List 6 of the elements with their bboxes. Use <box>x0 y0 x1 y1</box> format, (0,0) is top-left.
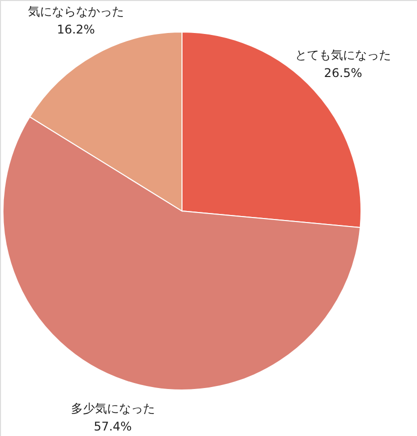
slice-label: 気にならなかった <box>28 4 124 19</box>
data-label: 16.2% <box>56 22 95 37</box>
data-label: 57.4% <box>94 420 132 434</box>
slice-label: 多少気になった <box>70 402 155 416</box>
slice-label: とても気になった <box>295 48 392 62</box>
data-label: 26.5% <box>324 66 362 80</box>
